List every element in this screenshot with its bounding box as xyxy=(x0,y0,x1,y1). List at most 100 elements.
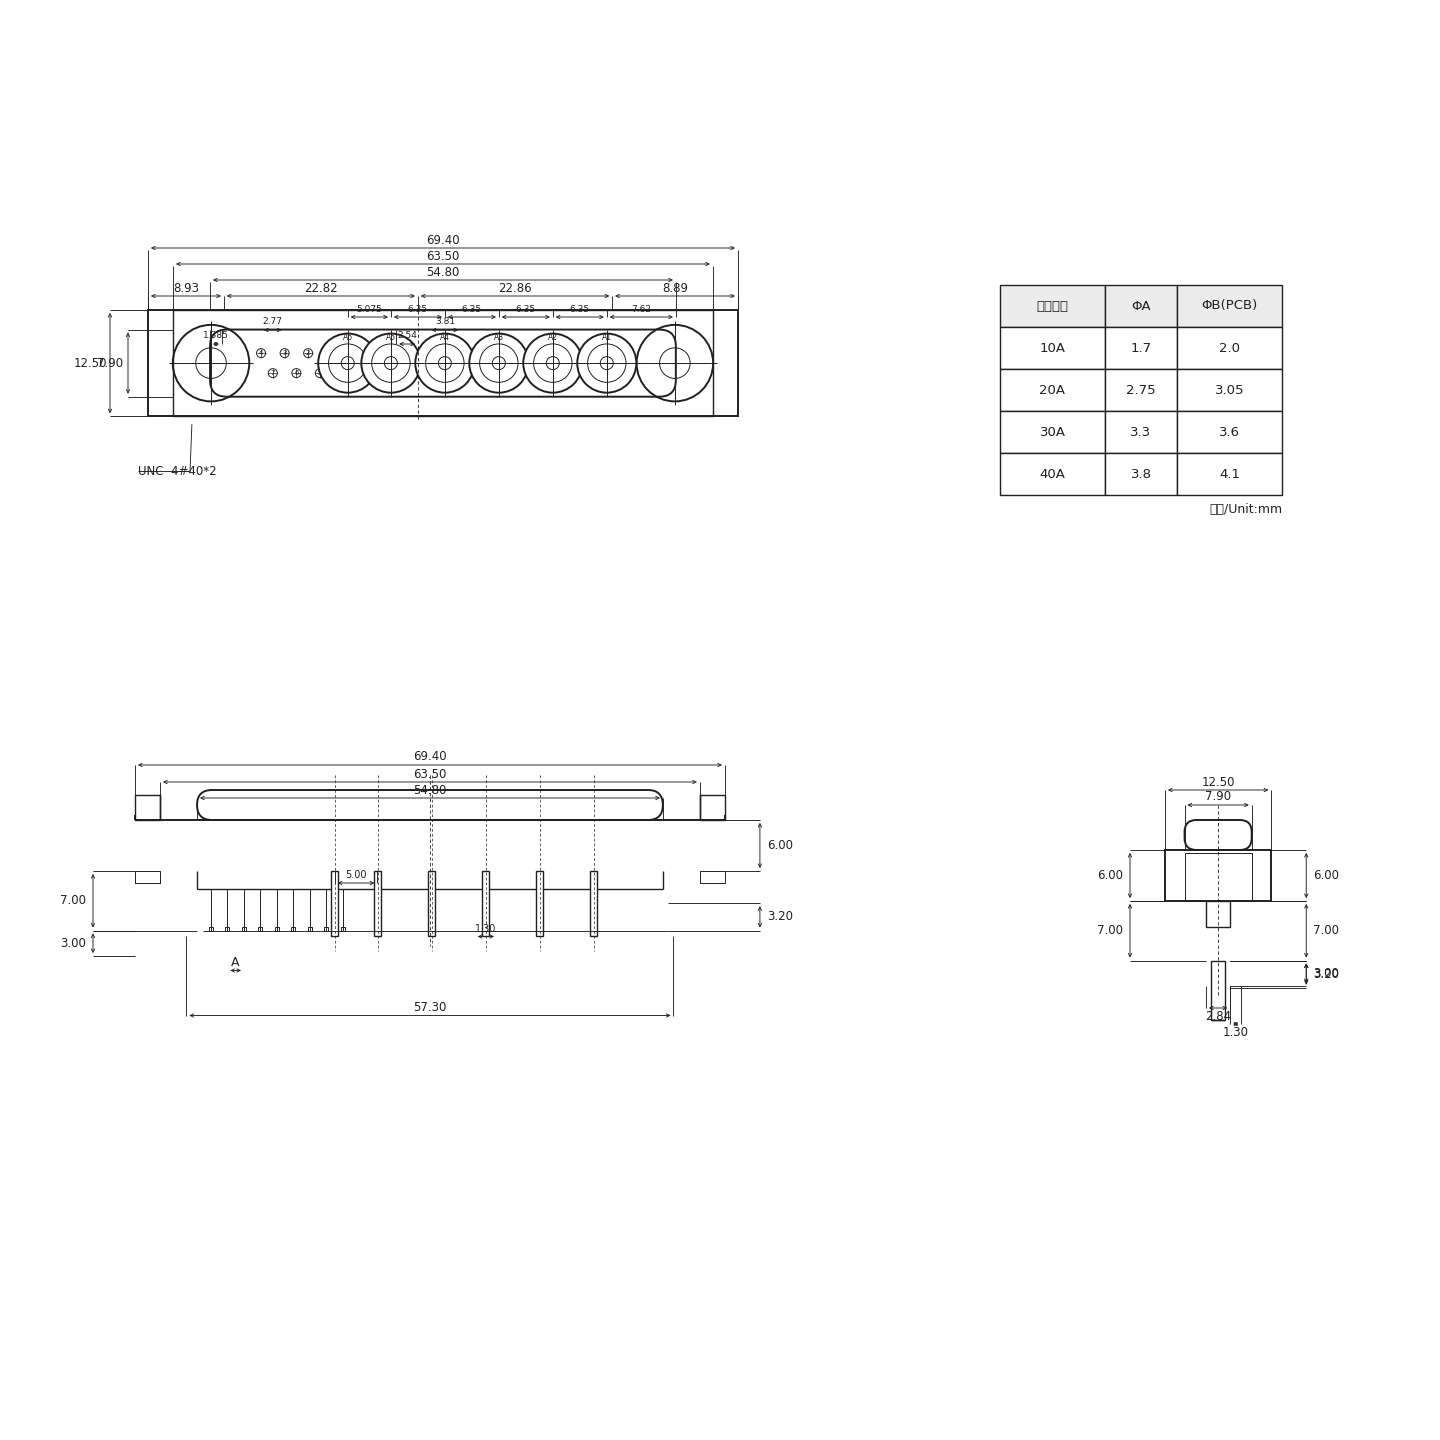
Text: 3.20: 3.20 xyxy=(768,910,793,923)
Text: 3.05: 3.05 xyxy=(1215,383,1244,396)
Text: 6.35: 6.35 xyxy=(462,304,482,314)
Text: 2.77: 2.77 xyxy=(264,317,282,327)
Bar xyxy=(308,926,312,930)
Circle shape xyxy=(415,334,474,393)
Text: 1.7: 1.7 xyxy=(1130,341,1152,354)
Text: 2.0: 2.0 xyxy=(1220,341,1240,354)
Bar xyxy=(536,871,543,936)
Text: 单位/Unit:mm: 单位/Unit:mm xyxy=(1208,503,1282,516)
Circle shape xyxy=(318,334,377,393)
Text: ΦB(PCB): ΦB(PCB) xyxy=(1201,300,1257,312)
Bar xyxy=(999,285,1104,327)
Text: 12.50: 12.50 xyxy=(73,357,107,370)
Text: 6.35: 6.35 xyxy=(408,304,428,314)
Text: 2: 2 xyxy=(305,350,311,356)
Text: ΦA: ΦA xyxy=(1132,300,1151,312)
Text: 5: 5 xyxy=(318,370,323,376)
Bar xyxy=(135,871,160,883)
Bar xyxy=(482,871,490,936)
Text: 6.00: 6.00 xyxy=(768,840,793,852)
Bar xyxy=(209,926,213,930)
Text: 12.50: 12.50 xyxy=(1201,776,1236,789)
Text: 5.075: 5.075 xyxy=(356,304,382,314)
Text: 8.93: 8.93 xyxy=(173,281,199,295)
Bar xyxy=(291,926,295,930)
Bar xyxy=(700,795,724,819)
Bar xyxy=(1207,901,1230,926)
Circle shape xyxy=(361,334,420,393)
Text: 7.90: 7.90 xyxy=(1205,791,1231,804)
Bar xyxy=(700,871,724,883)
Text: 1: 1 xyxy=(330,350,334,356)
Text: 6.00: 6.00 xyxy=(1097,868,1123,881)
Text: 6.35: 6.35 xyxy=(516,304,536,314)
Bar xyxy=(999,369,1104,410)
Text: 69.40: 69.40 xyxy=(413,750,446,763)
Bar xyxy=(331,871,338,936)
Text: 7: 7 xyxy=(271,370,275,376)
Text: A: A xyxy=(232,956,240,969)
Bar xyxy=(173,310,713,416)
Text: A4: A4 xyxy=(439,333,449,341)
Text: 1.30: 1.30 xyxy=(475,923,497,933)
Text: 1.30: 1.30 xyxy=(1223,1025,1248,1038)
Text: 7.00: 7.00 xyxy=(60,894,86,907)
Bar xyxy=(324,926,328,930)
Text: 4.1: 4.1 xyxy=(1220,468,1240,481)
Text: A5: A5 xyxy=(386,333,396,341)
Text: 7.90: 7.90 xyxy=(96,357,122,370)
Bar xyxy=(1104,285,1176,327)
Text: 5.00: 5.00 xyxy=(346,870,367,880)
Text: 3.00: 3.00 xyxy=(1313,966,1339,979)
Text: 6.35: 6.35 xyxy=(570,304,590,314)
Text: 54.80: 54.80 xyxy=(413,783,446,796)
Text: 7.62: 7.62 xyxy=(631,304,651,314)
Bar xyxy=(590,871,598,936)
Text: 57.30: 57.30 xyxy=(413,1001,446,1014)
Bar xyxy=(1104,454,1176,495)
Bar xyxy=(1104,410,1176,454)
Bar xyxy=(148,310,737,416)
Bar xyxy=(999,454,1104,495)
Text: 2.54: 2.54 xyxy=(397,331,418,340)
Circle shape xyxy=(523,334,582,393)
Bar xyxy=(258,926,262,930)
Bar xyxy=(1211,960,1225,1020)
Circle shape xyxy=(577,334,636,393)
Bar xyxy=(374,871,382,936)
Text: A3: A3 xyxy=(494,333,504,341)
Text: 63.50: 63.50 xyxy=(413,768,446,780)
Bar xyxy=(1176,410,1282,454)
Bar xyxy=(226,926,229,930)
Text: 6: 6 xyxy=(294,370,298,376)
Text: A6: A6 xyxy=(343,333,353,341)
Bar xyxy=(1176,454,1282,495)
Text: 2.84: 2.84 xyxy=(1205,1009,1231,1022)
Text: 3.8: 3.8 xyxy=(1130,468,1152,481)
Text: 22.86: 22.86 xyxy=(498,281,531,295)
Text: 2.75: 2.75 xyxy=(1126,383,1156,396)
Text: 3.20: 3.20 xyxy=(1313,968,1339,981)
Bar xyxy=(341,926,344,930)
Bar xyxy=(999,327,1104,369)
Text: UNC  4#40*2: UNC 4#40*2 xyxy=(138,465,216,478)
Text: 6.00: 6.00 xyxy=(1313,868,1339,881)
Text: 3.3: 3.3 xyxy=(1130,425,1152,439)
Text: 8.89: 8.89 xyxy=(662,281,688,295)
Bar xyxy=(1104,369,1176,410)
Bar xyxy=(428,871,435,936)
Text: 10A: 10A xyxy=(1040,341,1066,354)
Text: 3.6: 3.6 xyxy=(1220,425,1240,439)
Bar xyxy=(1185,852,1251,901)
Text: 63.50: 63.50 xyxy=(426,249,459,262)
Text: 7.00: 7.00 xyxy=(1097,924,1123,937)
FancyBboxPatch shape xyxy=(1185,819,1251,850)
Text: 22.82: 22.82 xyxy=(304,281,338,295)
Bar xyxy=(135,795,160,819)
Text: 7.00: 7.00 xyxy=(1313,924,1339,937)
Bar xyxy=(1176,327,1282,369)
Text: A1: A1 xyxy=(602,333,612,341)
Circle shape xyxy=(469,334,528,393)
Bar xyxy=(1104,327,1176,369)
Bar xyxy=(1176,369,1282,410)
